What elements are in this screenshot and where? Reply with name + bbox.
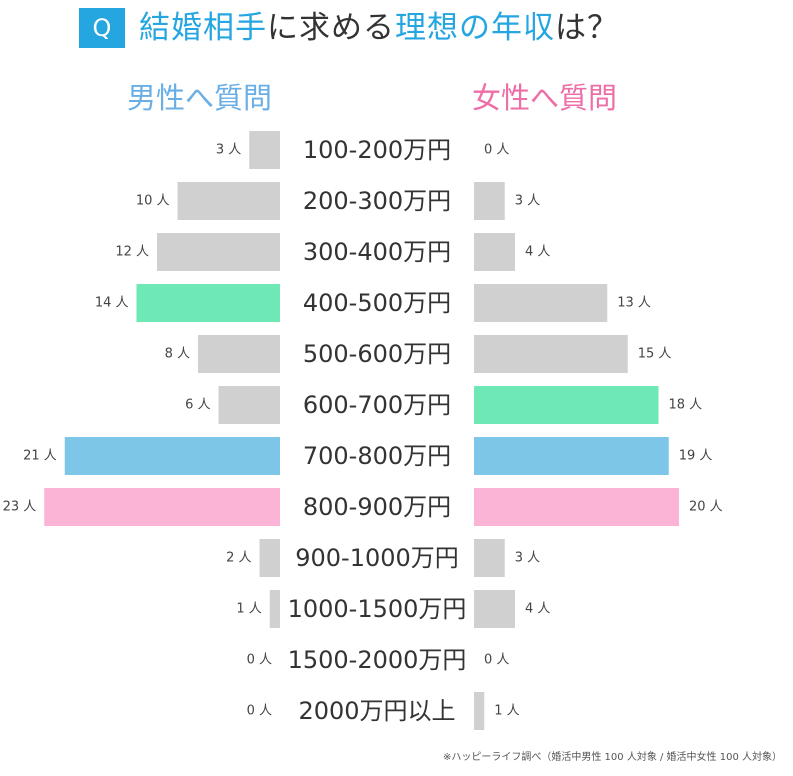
question-badge: Q [79, 8, 125, 48]
data-label-women: 0 人 [484, 653, 509, 668]
bar-women [474, 182, 505, 220]
source-note: ※ハッピーライフ調べ（婚活中男性 100 人対象 / 婚活中女性 100 人対象… [443, 752, 782, 763]
data-label-women: 3 人 [515, 194, 540, 209]
data-label-men: 10 人 [136, 194, 170, 209]
data-label-women: 4 人 [525, 602, 550, 617]
bar-women [474, 386, 659, 424]
data-label-men: 14 人 [95, 296, 129, 311]
title-part-3: 理想の年収 [395, 10, 555, 46]
data-label-men: 3 人 [216, 143, 241, 158]
category-label: 1000-1500万円 [288, 595, 467, 623]
category-label: 900-1000万円 [295, 544, 459, 572]
data-label-men: 0 人 [247, 704, 272, 719]
bar-women [474, 335, 628, 373]
category-label: 700-800万円 [303, 442, 451, 470]
bar-men [177, 182, 280, 220]
data-label-men: 6 人 [185, 398, 210, 413]
category-label: 2000万円以上 [298, 697, 455, 725]
data-label-men: 12 人 [115, 245, 149, 260]
data-label-women: 3 人 [515, 551, 540, 566]
bar-men [218, 386, 280, 424]
data-label-men: 1 人 [236, 602, 261, 617]
title-part-4: は？ [555, 10, 619, 46]
data-label-women: 13 人 [617, 296, 651, 311]
data-label-women: 18 人 [669, 398, 703, 413]
title-part-2: に求める [267, 10, 395, 46]
bar-men [64, 437, 280, 475]
bar-women [474, 590, 515, 628]
bar-women [474, 692, 485, 730]
bar-men [157, 233, 280, 271]
category-label: 1500-2000万円 [288, 646, 467, 674]
bar-women [474, 233, 515, 271]
data-label-women: 1 人 [494, 704, 519, 719]
bar-men [44, 488, 280, 526]
data-label-women: 0 人 [484, 143, 509, 158]
men-series-title: 男性へ質問 [127, 81, 273, 115]
data-label-women: 20 人 [689, 500, 723, 515]
bar-men [198, 335, 280, 373]
category-label: 800-900万円 [303, 493, 451, 521]
category-label: 200-300万円 [303, 187, 451, 215]
bar-women [474, 437, 669, 475]
title-part-1: 結婚相手 [139, 10, 267, 46]
data-label-men: 8 人 [165, 347, 190, 362]
category-label: 300-400万円 [303, 238, 451, 266]
bar-women [474, 284, 608, 322]
data-label-men: 2 人 [226, 551, 251, 566]
data-label-women: 19 人 [679, 449, 713, 464]
bar-men [259, 539, 280, 577]
data-label-men: 23 人 [3, 500, 37, 515]
bar-women [474, 539, 505, 577]
bar-women [474, 488, 679, 526]
chart-title: 結婚相手に求める理想の年収は？ [139, 6, 619, 50]
data-label-men: 0 人 [247, 653, 272, 668]
category-label: 500-600万円 [303, 340, 451, 368]
bar-men [136, 284, 280, 322]
bar-men [249, 131, 280, 169]
category-label: 400-500万円 [303, 289, 451, 317]
data-label-women: 15 人 [638, 347, 672, 362]
category-label: 600-700万円 [303, 391, 451, 419]
category-label: 100-200万円 [303, 136, 451, 164]
data-label-women: 4 人 [525, 245, 550, 260]
data-label-men: 21 人 [23, 449, 57, 464]
bar-men [269, 590, 280, 628]
women-series-title: 女性へ質問 [472, 81, 618, 115]
